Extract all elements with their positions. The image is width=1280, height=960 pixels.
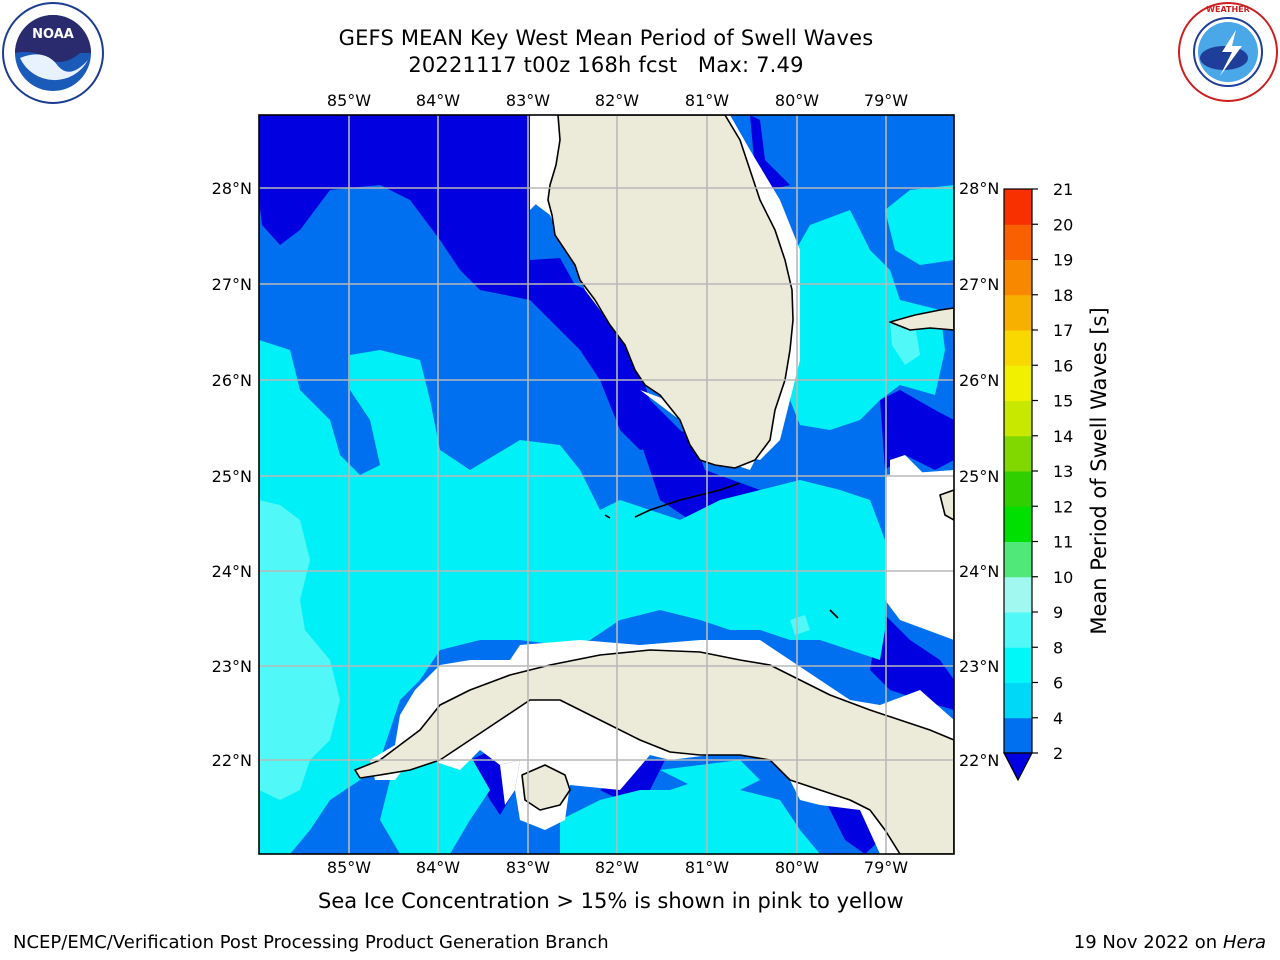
lat-label-left: 28°N (212, 179, 252, 198)
lon-label-top: 83°W (506, 91, 550, 110)
lon-label-bottom: 85°W (327, 858, 371, 877)
lat-label-right: 24°N (959, 562, 999, 581)
colorbar-segment (1004, 612, 1032, 648)
colorbar-tick-label: 6 (1053, 674, 1063, 693)
colorbar-tick-label: 19 (1053, 251, 1073, 270)
colorbar-tick-label: 18 (1053, 286, 1073, 305)
footer-date: 19 Nov 2022 on Hera (1074, 932, 1266, 953)
lon-label-bottom: 83°W (506, 858, 550, 877)
lon-label-bottom: 80°W (775, 858, 819, 877)
colorbar-segment (1004, 541, 1032, 578)
lat-label-right: 25°N (959, 467, 999, 486)
bahamas-land (889, 307, 954, 331)
colorbar-tick-label: 2 (1053, 744, 1063, 763)
colorbar-tick-label: 15 (1053, 392, 1073, 411)
colorbar-tick-label: 16 (1053, 356, 1073, 375)
colorbar-tick-label: 14 (1053, 427, 1073, 446)
lat-label-left: 27°N (212, 275, 252, 294)
footer-branch: NCEP/EMC/Verification Post Processing Pr… (13, 932, 609, 953)
colorbar-segment (1004, 400, 1032, 437)
left-latitude-labels: 28°N 27°N 26°N 25°N 24°N 23°N 22°N (212, 179, 252, 770)
colorbar-tick-label: 17 (1053, 321, 1073, 340)
lat-label-right: 26°N (959, 371, 999, 390)
colorbar-tick-label: 21 (1053, 180, 1073, 199)
colorbar-segment (1004, 330, 1032, 366)
colorbar-tick-label: 4 (1053, 709, 1063, 728)
svg-text:WEATHER: WEATHER (1206, 5, 1250, 14)
colorbar-segments (1004, 189, 1032, 754)
graticule (259, 115, 954, 854)
lon-label-top: 82°W (595, 91, 639, 110)
colorbar-tick-label: 10 (1053, 568, 1073, 587)
noaa-logo-text: NOAA (32, 27, 74, 42)
lon-label-top: 80°W (775, 91, 819, 110)
footer-date-text: 19 Nov 2022 on (1073, 932, 1218, 953)
chart-subtitle: 20221117 t00z 168h fcst Max: 7.49 (408, 53, 804, 77)
swell-6-8-regions (259, 320, 920, 800)
footer-host: Hera (1222, 932, 1266, 953)
colorbar-tick-label: 20 (1053, 215, 1073, 234)
lon-label-top: 79°W (864, 91, 908, 110)
colorbar-tick-label: 12 (1053, 497, 1073, 516)
colorbar-segment (1004, 576, 1032, 613)
map-plot-area (259, 115, 954, 854)
colorbar-tick-label: 13 (1053, 462, 1073, 481)
colorbar-segment (1004, 189, 1032, 225)
lat-label-left: 24°N (212, 562, 252, 581)
lon-label-top: 84°W (416, 91, 460, 110)
bottom-longitude-labels: 85°W 84°W 83°W 82°W 81°W 80°W 79°W (327, 858, 908, 877)
lon-label-bottom: 82°W (595, 858, 639, 877)
colorbar-segment (1004, 435, 1032, 472)
map-frame (258, 114, 955, 855)
colorbar: 2 4 6 8 9 10 11 12 13 14 15 16 17 18 19 20 21 Mean Perio… (1003, 180, 1111, 782)
lon-label-bottom: 79°W (864, 858, 908, 877)
noaa-logo: NOAA (2, 2, 104, 104)
nws-logo: WEATHER (1178, 2, 1278, 102)
lon-label-bottom: 81°W (685, 858, 729, 877)
lat-label-right: 28°N (959, 179, 999, 198)
lat-label-right: 23°N (959, 657, 999, 676)
andros-land (939, 489, 954, 521)
colorbar-segment (1004, 506, 1032, 542)
right-latitude-labels: 28°N 27°N 26°N 25°N 24°N 23°N 22°N (959, 179, 999, 770)
colorbar-segment (1004, 471, 1032, 507)
lat-label-left: 22°N (212, 751, 252, 770)
colorbar-extend-triangle (1003, 752, 1033, 782)
colorbar-tick-label: 9 (1053, 603, 1063, 622)
colorbar-segment (1004, 682, 1032, 719)
lat-label-left: 25°N (212, 467, 252, 486)
lat-label-left: 26°N (212, 371, 252, 390)
lat-label-left: 23°N (212, 657, 252, 676)
swell-4-6-regions (259, 185, 954, 854)
lon-label-top: 85°W (327, 91, 371, 110)
lon-label-bottom: 84°W (416, 858, 460, 877)
lon-label-top: 81°W (685, 91, 729, 110)
top-longitude-labels: 85°W 84°W 83°W 82°W 81°W 80°W 79°W (327, 91, 908, 110)
lat-label-right: 22°N (959, 751, 999, 770)
colorbar-segment (1004, 647, 1032, 683)
chart-title: GEFS MEAN Key West Mean Period of Swell … (338, 26, 874, 50)
colorbar-tick-label: 8 (1053, 638, 1063, 657)
sea-ice-note: Sea Ice Concentration > 15% is shown in … (318, 889, 904, 913)
colorbar-tick-labels: 2 4 6 8 9 10 11 12 13 14 15 16 17 18 19 20 21 (1032, 180, 1073, 763)
lat-label-right: 27°N (959, 275, 999, 294)
colorbar-tick-label: 11 (1053, 533, 1073, 552)
colorbar-segment (1004, 294, 1032, 331)
colorbar-label: Mean Period of Swell Waves [s] (1087, 307, 1111, 634)
colorbar-segment (1004, 259, 1032, 296)
florida-keys (604, 482, 839, 619)
colorbar-segment (1004, 224, 1032, 260)
colorbar-segment (1004, 365, 1032, 401)
colorbar-segment (1004, 717, 1032, 754)
